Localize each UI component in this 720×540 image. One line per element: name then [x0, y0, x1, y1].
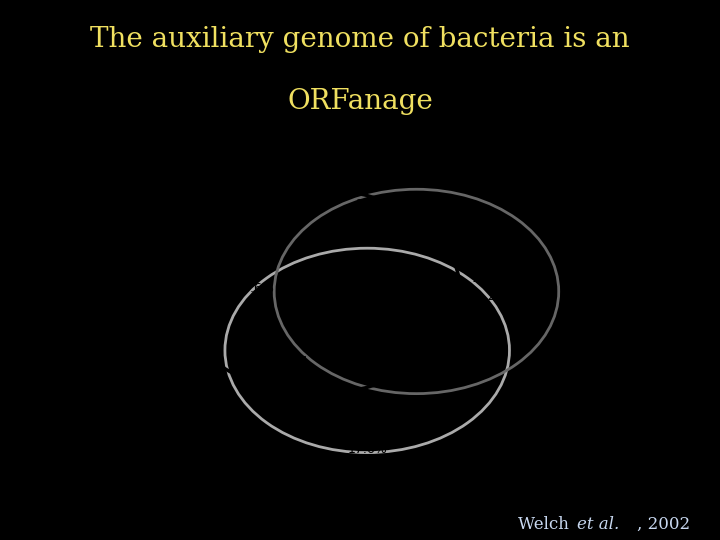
Text: 6.7%: 6.7%	[280, 372, 312, 385]
Text: The auxiliary genome of bacteria is an: The auxiliary genome of bacteria is an	[90, 26, 630, 53]
Text: 17.6%: 17.6%	[347, 443, 387, 456]
Text: Total proteins = 7638: Total proteins = 7638	[104, 393, 217, 402]
Text: 7.6%: 7.6%	[242, 282, 274, 295]
Text: Welch: Welch	[518, 516, 575, 532]
Text: 39.2%: 39.2%	[347, 317, 387, 330]
Text: 2.6%: 2.6%	[433, 376, 465, 389]
Text: , 2002: , 2002	[637, 516, 690, 532]
Text: ORFanage: ORFanage	[287, 87, 433, 114]
Text: 3554 (46.5%) in 1 out of 3: 3554 (46.5%) in 1 out of 3	[104, 449, 242, 459]
Text: 1623: 1623	[472, 272, 503, 285]
Text: 193: 193	[356, 198, 379, 211]
Text: non-pathogenic: non-pathogenic	[104, 214, 202, 227]
Text: 2996 (39.2%) in all 3: 2996 (39.2%) in all 3	[104, 411, 214, 421]
Text: 21.2%: 21.2%	[468, 289, 508, 302]
Text: 204: 204	[438, 359, 461, 372]
Text: 911 (11.9%) in 2 out of 3: 911 (11.9%) in 2 out of 3	[104, 430, 238, 440]
Text: EDL933 (O157:H7): EDL933 (O157:H7)	[411, 464, 528, 477]
Text: MG1655 (K-12): MG1655 (K-12)	[104, 194, 198, 207]
Text: CFT073: CFT073	[531, 194, 579, 207]
Text: 2996: 2996	[351, 300, 383, 313]
Text: 585: 585	[246, 265, 270, 278]
Text: 1346: 1346	[351, 426, 383, 438]
Text: 514: 514	[284, 355, 308, 368]
Text: enterohaemorrhagic: enterohaemorrhagic	[411, 483, 539, 496]
Text: uropathogenic: uropathogenic	[531, 214, 622, 227]
Text: et al.: et al.	[577, 516, 620, 532]
Text: 2.5%: 2.5%	[351, 215, 383, 228]
